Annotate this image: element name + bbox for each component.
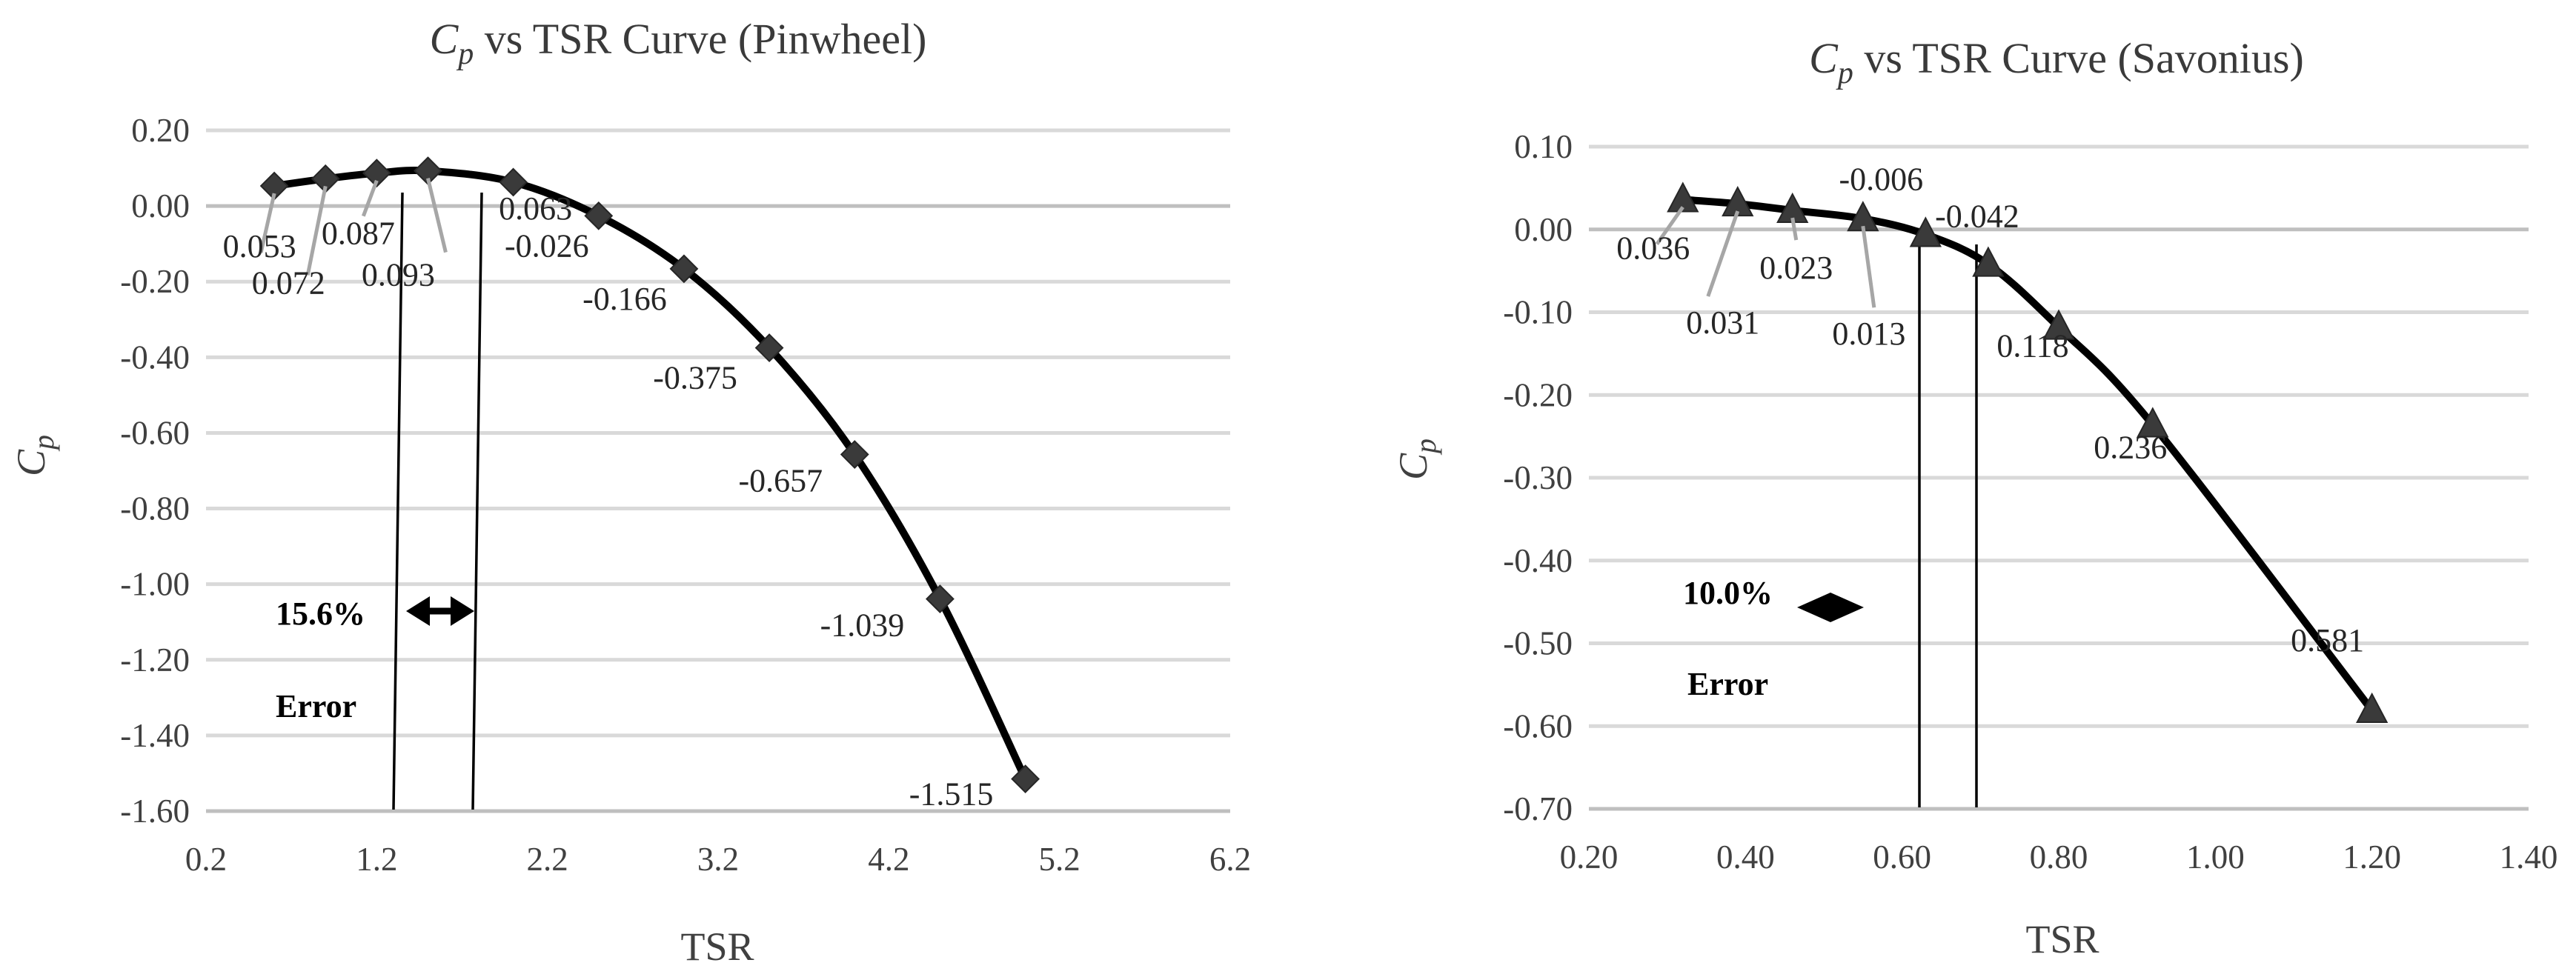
x-tick-label: 1.00 bbox=[2186, 838, 2245, 876]
data-label: 0.118 bbox=[1996, 328, 2068, 364]
x-tick-label: 1.20 bbox=[2343, 838, 2401, 876]
data-label: 0.036 bbox=[1616, 230, 1690, 267]
label-leader-line bbox=[426, 178, 448, 253]
label-leader-line bbox=[361, 179, 379, 217]
y-tick-label: -1.20 bbox=[120, 641, 190, 678]
x-tick-label: 6.2 bbox=[1209, 841, 1251, 878]
y-tick-label: -1.60 bbox=[120, 793, 190, 830]
data-point bbox=[584, 201, 614, 230]
x-tick-label: 1.2 bbox=[356, 841, 397, 878]
error-value: 10.0% bbox=[1683, 575, 1773, 611]
y-tick-label: 0.00 bbox=[1514, 211, 1573, 248]
data-label: 0.023 bbox=[1759, 250, 1833, 286]
data-label: 0.093 bbox=[362, 257, 435, 293]
data-label: 0.581 bbox=[2291, 622, 2364, 658]
data-point bbox=[2042, 309, 2075, 340]
error-bound-line bbox=[471, 192, 483, 810]
y-tick-label: 0.00 bbox=[131, 187, 190, 224]
y-tick-label: -0.60 bbox=[1503, 707, 1573, 744]
y-tick-label: -1.00 bbox=[120, 566, 190, 603]
data-point bbox=[1011, 764, 1040, 794]
chart-pinwheel: 0.20 0.00 -0.20 -0.40 -0.60 -0.80 -1.00 -1.20 -1… bbox=[9, 15, 1251, 969]
x-tick-label: 0.40 bbox=[1716, 838, 1775, 876]
data-label: -0.166 bbox=[582, 281, 667, 317]
y-tick-label: -0.10 bbox=[1503, 294, 1573, 331]
chart-title: Cp vs TSR Curve (Pinwheel) bbox=[430, 15, 927, 71]
error-arrow bbox=[1797, 593, 1864, 622]
data-label: 0.236 bbox=[2094, 429, 2167, 465]
y-tick-label: -0.40 bbox=[1503, 542, 1573, 579]
data-label: -0.375 bbox=[653, 360, 737, 396]
x-tick-label: 0.60 bbox=[1873, 838, 1931, 876]
data-label: 0.087 bbox=[322, 216, 395, 252]
data-label: 0.031 bbox=[1686, 304, 1759, 341]
x-tick-label: 3.2 bbox=[697, 841, 739, 878]
y-axis-label: Cp bbox=[1391, 439, 1442, 480]
data-point bbox=[1909, 216, 1942, 247]
y-tick-label: -0.60 bbox=[120, 414, 190, 451]
x-tick-label: 1.40 bbox=[2500, 838, 2558, 876]
y-axis-label: Cp bbox=[9, 435, 60, 476]
x-axis-label: TSR bbox=[680, 924, 754, 969]
x-tick-label: 2.2 bbox=[527, 841, 568, 878]
label-leader-line bbox=[259, 193, 276, 253]
data-label: 0.063 bbox=[499, 190, 572, 227]
data-point bbox=[499, 167, 528, 197]
data-point bbox=[669, 254, 699, 284]
y-tick-label: -0.70 bbox=[1503, 790, 1573, 827]
error-arrow-right-head bbox=[451, 596, 474, 626]
error-value: 15.6% bbox=[276, 596, 365, 632]
data-point bbox=[1667, 181, 1699, 213]
x-tick-label: 5.2 bbox=[1039, 841, 1080, 878]
y-tick-label: 0.10 bbox=[1514, 128, 1573, 165]
x-axis-label: TSR bbox=[2025, 917, 2099, 961]
x-tick-label: 0.2 bbox=[185, 841, 227, 878]
label-leader-line bbox=[305, 185, 328, 276]
x-tick-label: 0.20 bbox=[1560, 838, 1619, 876]
x-tick-label: 0.80 bbox=[2030, 838, 2088, 876]
y-tick-label: -0.80 bbox=[120, 490, 190, 527]
data-point bbox=[362, 159, 391, 188]
data-point bbox=[2356, 692, 2389, 724]
error-arrow-left-head bbox=[406, 596, 430, 626]
chart-title: Cp vs TSR Curve (Savonius) bbox=[1809, 34, 2304, 90]
data-label: -1.039 bbox=[820, 607, 905, 644]
data-label: -0.657 bbox=[738, 463, 823, 499]
data-label: -0.042 bbox=[1935, 199, 2019, 235]
data-point bbox=[754, 333, 784, 362]
data-label: -0.026 bbox=[505, 227, 589, 264]
y-tick-label: -0.40 bbox=[120, 339, 190, 376]
chart-savonius: 0.10 0.00 -0.10 -0.20 -0.30 -0.40 -0.50 -0.60 -0… bbox=[1391, 34, 2557, 961]
data-label: 0.053 bbox=[223, 228, 296, 264]
data-label: 0.013 bbox=[1832, 316, 1905, 352]
y-tick-label: -0.30 bbox=[1503, 459, 1573, 496]
y-tick-label: -0.50 bbox=[1503, 625, 1573, 662]
data-label: 0.072 bbox=[252, 264, 325, 301]
y-tick-label: 0.20 bbox=[131, 112, 190, 149]
x-tick-label: 4.2 bbox=[868, 841, 909, 878]
error-bound-line bbox=[392, 192, 404, 810]
data-point bbox=[1972, 246, 2005, 277]
label-leader-line bbox=[1655, 206, 1684, 245]
label-leader-line bbox=[1790, 217, 1799, 241]
label-leader-line bbox=[1861, 225, 1876, 308]
data-label: -1.515 bbox=[909, 776, 994, 813]
data-point bbox=[926, 584, 955, 613]
label-leader-line bbox=[1706, 210, 1740, 297]
data-label: -0.006 bbox=[1839, 161, 1924, 197]
error-caption: Error bbox=[1687, 666, 1768, 702]
error-caption: Error bbox=[276, 688, 356, 724]
data-point bbox=[2137, 407, 2169, 438]
y-tick-label: -0.20 bbox=[120, 263, 190, 300]
data-point bbox=[840, 440, 869, 469]
y-tick-label: -0.20 bbox=[1503, 376, 1573, 413]
y-tick-label: -1.40 bbox=[120, 717, 190, 754]
